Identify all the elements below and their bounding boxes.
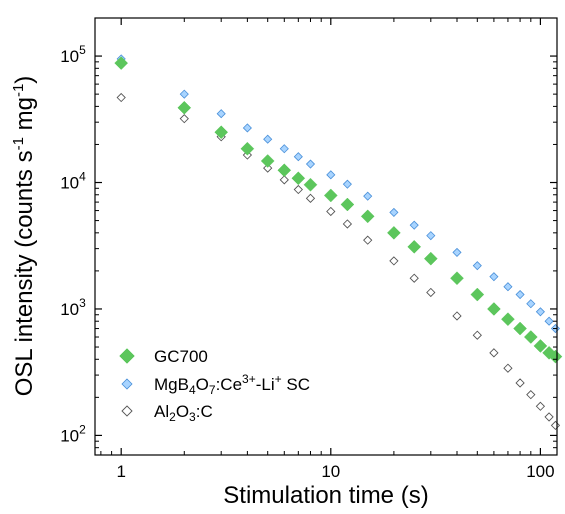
data-point [216,109,226,119]
series-layer [114,54,563,431]
data-point [409,220,419,230]
data-point [263,163,273,173]
data-point [526,390,536,400]
data-point [342,219,353,229]
data-point [515,289,525,300]
legend: GC700 MgB4O7:Ce3+-Li+ SC Al2O3:C [119,347,310,424]
x-tick-label: 10 [321,462,340,481]
data-point [548,349,563,364]
data-point [544,412,554,422]
data-point [450,271,464,286]
y-tick-label: 103 [60,296,86,319]
data-point [279,144,289,154]
data-point [323,188,338,203]
legend-marker [121,405,133,417]
data-point [293,152,303,162]
data-point [489,348,499,358]
data-point [523,330,538,344]
data-point [279,175,289,185]
data-point [340,197,355,212]
y-tick-label: 104 [60,170,86,193]
x-tick-label: 100 [526,462,554,481]
data-point [513,321,527,336]
data-point [533,339,548,353]
y-axis-title-exp1: -1 [10,137,27,150]
data-point [389,207,399,217]
data-point [535,307,545,317]
data-point [472,261,482,271]
data-point [291,171,306,186]
y-tick-label: 102 [60,422,86,445]
y-axis-title-close: ) [11,76,38,84]
data-point [260,154,275,168]
data-point [387,225,401,240]
data-point [363,235,373,245]
data-point [326,206,336,217]
data-point [550,420,561,431]
legend-label: MgB4O7:Ce3+-Li+ SC [154,372,310,397]
data-point [214,125,229,140]
data-point [407,239,422,254]
data-point [544,316,554,326]
data-point [363,191,373,201]
data-point [472,330,482,340]
x-tick-label: 1 [116,462,125,481]
series-1 [114,56,563,364]
y-axis-title-mid: mg [11,97,38,137]
data-point [263,134,273,144]
legend-label: GC700 [154,347,208,366]
data-point [114,56,129,70]
data-point [452,247,462,257]
y-axis-title-exp2: -1 [10,84,27,97]
data-point [452,311,462,321]
data-point [423,251,438,266]
data-point [426,231,436,241]
data-point [242,123,252,133]
legend-marker [121,378,133,390]
data-point [240,141,255,156]
data-point [360,209,375,224]
data-point [303,177,318,192]
data-point [277,163,292,178]
data-point [489,272,499,282]
y-axis-title: OSL intensity (counts s-1 mg-1) [10,76,38,397]
ticks-layer: 1 10 100 102 103 104 105 [60,17,557,481]
data-point [487,302,501,316]
data-point [389,256,399,266]
data-point [293,184,303,195]
y-tick-label: 105 [60,43,86,66]
data-point [177,100,192,115]
data-point [515,378,525,388]
data-point [116,92,126,103]
y-axis-title-main: OSL intensity (counts s [11,150,38,396]
data-point [501,312,515,327]
legend-marker [119,348,135,364]
data-point [305,193,316,203]
data-point [526,299,536,309]
data-point [326,170,336,180]
data-point [470,287,485,302]
x-axis-title: Stimulation time (s) [223,482,428,509]
data-point [179,89,189,99]
data-point [409,273,419,283]
data-point [342,179,352,189]
data-point [305,159,316,169]
legend-label: Al2O3:C [154,402,213,424]
data-point [503,282,513,292]
data-point [503,363,513,373]
data-point [426,287,436,298]
series-2 [116,54,561,334]
data-point [179,114,189,124]
data-point [535,401,546,411]
plot-frame [94,17,558,456]
